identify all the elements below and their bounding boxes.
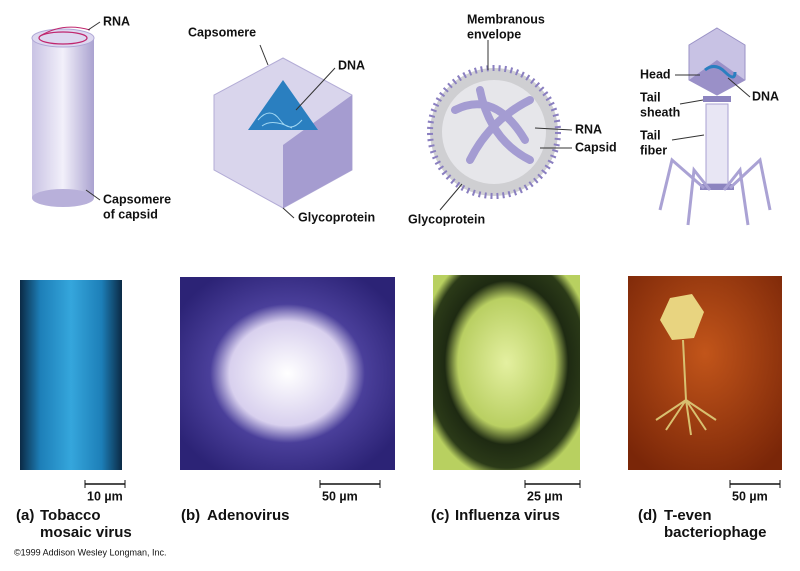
adenovirus-micrograph <box>180 277 395 470</box>
label: Glycoprotein <box>408 212 485 226</box>
phage-drawing <box>658 27 772 226</box>
label: of capsid <box>103 207 158 221</box>
scale-label: 50 µm <box>322 489 358 503</box>
label: Membranous <box>467 12 545 26</box>
tmv-drawing <box>31 21 101 207</box>
label: RNA <box>103 14 130 28</box>
label: fiber <box>640 143 667 157</box>
phage-micrograph <box>628 276 782 470</box>
caption-name: Tobacco <box>40 507 101 524</box>
influenza-micrograph <box>433 275 580 470</box>
caption-name: T-even <box>664 507 712 524</box>
caption-name: mosaic virus <box>40 524 132 541</box>
caption-name: bacteriophage <box>664 524 767 541</box>
tmv-micrograph <box>20 280 122 470</box>
caption-name: Adenovirus <box>207 507 290 524</box>
scale-label: 10 µm <box>87 489 123 503</box>
label: DNA <box>338 58 365 72</box>
label: envelope <box>467 27 521 41</box>
label: Glycoprotein <box>298 210 375 224</box>
label: Head <box>640 67 671 81</box>
label: Capsomere <box>188 25 256 39</box>
caption-letter: (d) <box>638 507 657 524</box>
label: Tail <box>640 128 661 142</box>
caption-letter: (b) <box>181 507 200 524</box>
label: Tail <box>640 90 661 104</box>
label: RNA <box>575 122 602 136</box>
label: DNA <box>752 89 779 103</box>
caption-letter: (a) <box>16 507 34 524</box>
label: Capsomere <box>103 192 171 206</box>
influenza-drawing <box>427 40 573 211</box>
adenovirus-drawing <box>213 44 353 219</box>
caption-name: Influenza virus <box>455 507 560 524</box>
label: Capsid <box>575 140 617 154</box>
label: sheath <box>640 105 680 119</box>
copyright: ©1999 Addison Wesley Longman, Inc. <box>14 547 167 557</box>
caption-letter: (c) <box>431 507 449 524</box>
scale-label: 25 µm <box>527 489 563 503</box>
scale-label: 50 µm <box>732 489 768 503</box>
